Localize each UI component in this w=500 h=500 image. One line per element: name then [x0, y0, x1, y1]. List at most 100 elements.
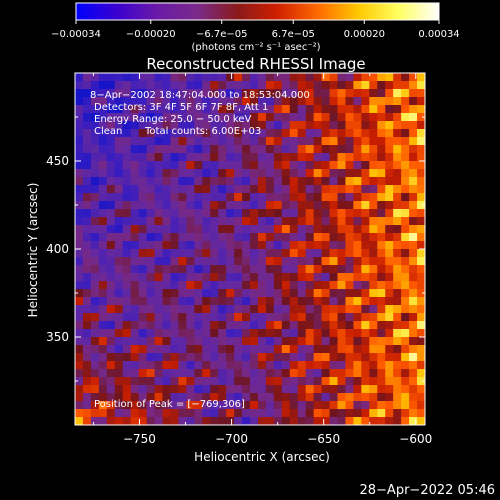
- heatmap-cell: [353, 233, 362, 242]
- heatmap-cell: [154, 329, 164, 338]
- heatmap-cell: [385, 417, 394, 425]
- heatmap-cell: [210, 233, 219, 242]
- heatmap-cell: [369, 113, 378, 122]
- heatmap-cell: [194, 377, 203, 386]
- heatmap-image: [75, 73, 425, 425]
- heatmap-cell: [178, 281, 187, 290]
- heatmap-cell: [289, 97, 299, 106]
- heatmap-cell: [170, 401, 179, 410]
- heatmap-cell: [257, 113, 267, 122]
- heatmap-cell: [313, 201, 323, 210]
- heatmap-cell: [377, 233, 386, 242]
- heatmap-cell: [297, 297, 307, 306]
- heatmap-cell: [297, 265, 307, 274]
- heatmap-cell: [281, 193, 291, 202]
- heatmap-cell: [377, 313, 386, 322]
- heatmap-cell: [265, 345, 275, 354]
- heatmap-cell: [369, 289, 378, 298]
- heatmap-cell: [202, 305, 211, 314]
- heatmap-cell: [98, 241, 108, 250]
- heatmap-cell: [138, 273, 148, 282]
- heatmap-cell: [162, 89, 172, 98]
- heatmap-cell: [218, 105, 227, 114]
- heatmap-cell: [210, 217, 219, 226]
- heatmap-cell: [377, 161, 386, 170]
- heatmap-cell: [154, 129, 164, 138]
- heatmap-cell: [138, 297, 148, 306]
- heatmap-cell: [170, 353, 179, 362]
- heatmap-cell: [273, 193, 283, 202]
- heatmap-cell: [130, 305, 140, 314]
- heatmap-cell: [345, 289, 354, 298]
- heatmap-cell: [146, 153, 156, 162]
- heatmap-cell: [226, 265, 235, 274]
- heatmap-cell: [162, 281, 172, 290]
- heatmap-cell: [234, 233, 243, 242]
- heatmap-cell: [210, 185, 219, 194]
- heatmap-cell: [329, 353, 339, 362]
- heatmap-cell: [273, 417, 283, 425]
- heatmap-cell: [345, 345, 354, 354]
- heatmap-cell: [409, 81, 418, 90]
- heatmap-cell: [337, 265, 347, 274]
- annotation-time-range: 8−Apr−2002 18:47:04.000 to 18:53:04.000: [90, 90, 310, 101]
- heatmap-cell: [234, 361, 243, 370]
- heatmap-cell: [194, 385, 203, 394]
- heatmap-cell: [130, 129, 140, 138]
- heatmap-cell: [154, 161, 164, 170]
- heatmap-cell: [377, 249, 386, 258]
- heatmap-cell: [154, 113, 164, 122]
- heatmap-cell: [401, 321, 410, 330]
- heatmap-cell: [281, 377, 291, 386]
- heatmap-cell: [122, 121, 132, 130]
- heatmap-cell: [82, 353, 92, 362]
- heatmap-cell: [90, 417, 100, 425]
- heatmap-cell: [313, 417, 323, 425]
- heatmap-cell: [130, 121, 140, 130]
- heatmap-cell: [170, 169, 179, 178]
- heatmap-cell: [417, 105, 425, 114]
- heatmap-cell: [162, 209, 172, 218]
- heatmap-cell: [305, 105, 315, 114]
- heatmap-cell: [178, 177, 187, 186]
- heatmap-cell: [393, 409, 402, 418]
- heatmap-cell: [369, 161, 378, 170]
- heatmap-cell: [289, 233, 299, 242]
- heatmap-cell: [361, 241, 370, 250]
- heatmap-cell: [162, 129, 172, 138]
- heatmap-cell: [178, 345, 187, 354]
- heatmap-cell: [226, 89, 235, 98]
- heatmap-cell: [313, 81, 323, 90]
- heatmap-cell: [98, 417, 108, 425]
- heatmap-cell: [345, 145, 354, 154]
- heatmap-cell: [98, 313, 108, 322]
- heatmap-cell: [313, 345, 323, 354]
- heatmap-cell: [210, 81, 219, 90]
- heatmap-cell: [417, 169, 425, 178]
- heatmap-cell: [417, 73, 425, 82]
- heatmap-cell: [226, 121, 235, 130]
- heatmap-cell: [186, 377, 195, 386]
- heatmap-cell: [146, 257, 156, 266]
- heatmap-cell: [242, 113, 251, 122]
- heatmap-cell: [82, 305, 92, 314]
- heatmap-cell: [345, 201, 354, 210]
- heatmap-cell: [82, 217, 92, 226]
- heatmap-cell: [393, 289, 402, 298]
- heatmap-cell: [226, 153, 235, 162]
- heatmap-cell: [250, 369, 259, 378]
- heatmap-cell: [194, 265, 203, 274]
- heatmap-cell: [234, 153, 243, 162]
- heatmap-cell: [178, 121, 187, 130]
- heatmap-cell: [122, 105, 132, 114]
- heatmap-cell: [194, 217, 203, 226]
- heatmap-cell: [154, 193, 164, 202]
- heatmap-cell: [417, 409, 425, 418]
- heatmap-cell: [138, 401, 148, 410]
- heatmap-cell: [281, 113, 291, 122]
- heatmap-cell: [154, 97, 164, 106]
- heatmap-cell: [106, 337, 116, 346]
- heatmap-cell: [345, 97, 354, 106]
- heatmap-cell: [178, 297, 187, 306]
- heatmap-cell: [337, 329, 347, 338]
